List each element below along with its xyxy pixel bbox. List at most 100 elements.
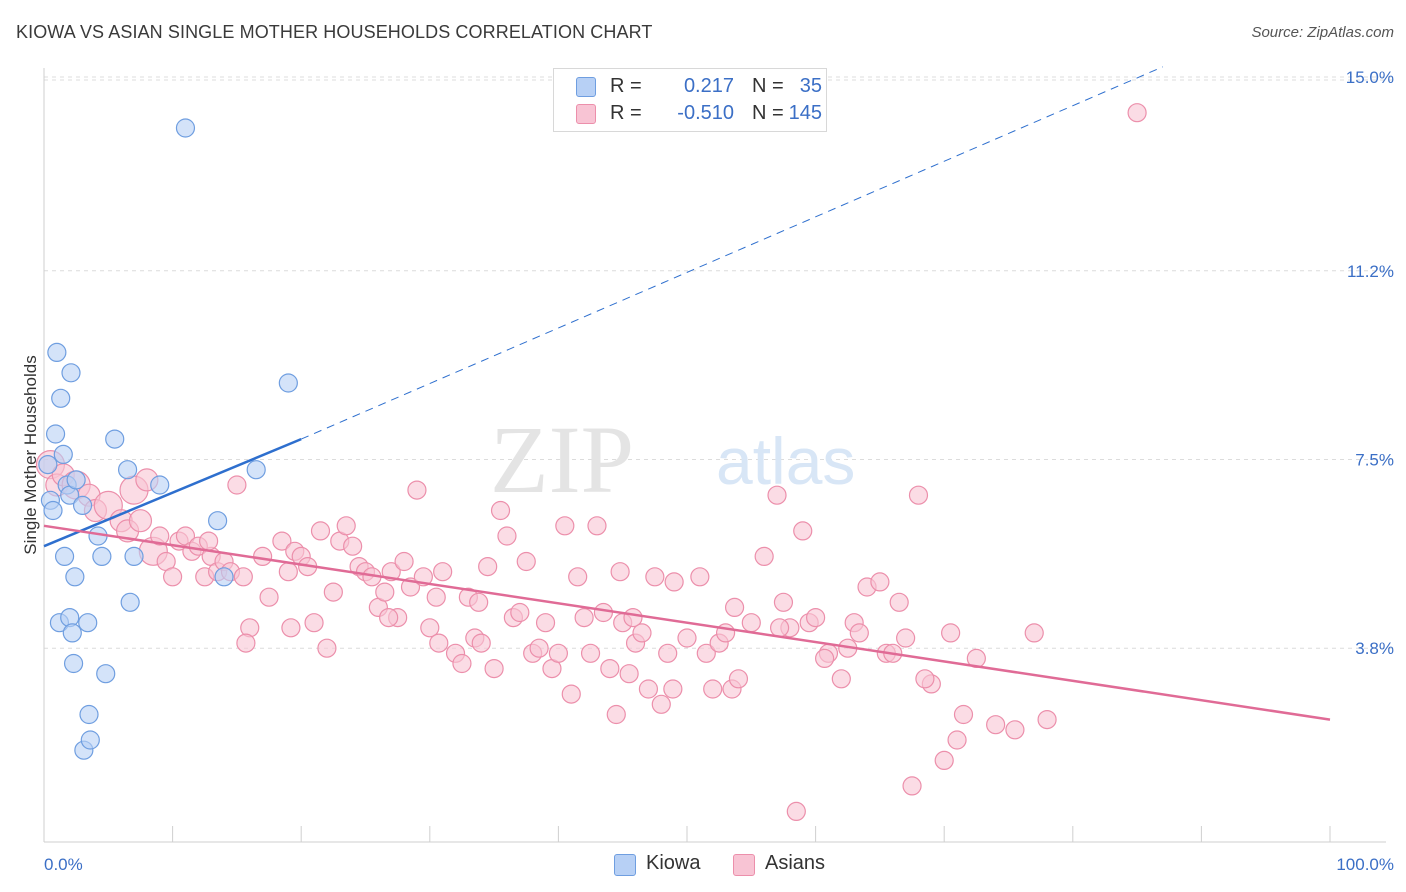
asians-point bbox=[953, 704, 974, 725]
kiowa-trend-line bbox=[43, 437, 302, 548]
asians-point bbox=[407, 480, 427, 500]
asians-point bbox=[915, 669, 935, 689]
watermark-atlas: atlas bbox=[716, 424, 855, 498]
kiowa-point bbox=[54, 546, 75, 567]
kiowa-point bbox=[72, 495, 93, 515]
asians-point bbox=[986, 715, 1006, 735]
asians-point bbox=[497, 526, 517, 546]
asians-point bbox=[724, 597, 745, 618]
asians-point bbox=[664, 572, 684, 592]
asians-point bbox=[510, 602, 530, 623]
asians-point bbox=[1037, 709, 1057, 730]
asians-point bbox=[623, 607, 643, 628]
asians-point bbox=[304, 613, 324, 633]
kiowa-point bbox=[175, 118, 196, 138]
asians-point bbox=[253, 546, 273, 567]
kiowa-point bbox=[51, 388, 71, 408]
asians-point bbox=[429, 633, 449, 653]
asians-point bbox=[728, 669, 749, 689]
y-axis-label: Single Mother Households bbox=[21, 355, 40, 554]
asians-point bbox=[947, 730, 967, 750]
asians-point bbox=[805, 607, 826, 628]
asian-points bbox=[35, 103, 1147, 822]
asians-point bbox=[773, 592, 794, 612]
asians-point bbox=[606, 704, 626, 725]
kiowa-r-label: R = bbox=[610, 75, 642, 97]
asians-swatch bbox=[576, 104, 596, 124]
asians-point bbox=[420, 618, 440, 638]
asians-point bbox=[941, 623, 961, 643]
asians-trend-line bbox=[43, 524, 1331, 721]
asians-point bbox=[754, 546, 774, 567]
asians-point bbox=[849, 623, 869, 643]
asians-point bbox=[741, 613, 761, 633]
asians-point bbox=[703, 679, 723, 699]
asians-point bbox=[336, 516, 356, 536]
y-tick-label: 11.2% bbox=[1347, 262, 1394, 281]
asians-point bbox=[227, 475, 247, 495]
x-tick-label-max: 100.0% bbox=[1336, 855, 1394, 874]
asians-point bbox=[619, 664, 639, 684]
y-tick-labels: 3.8% 7.5% 11.2% 15.0% bbox=[1346, 68, 1394, 658]
asians-point bbox=[1005, 720, 1025, 740]
asians-point bbox=[548, 643, 569, 663]
kiowa-point bbox=[150, 475, 170, 495]
asians-point bbox=[484, 658, 504, 679]
asians-point bbox=[786, 801, 806, 822]
asians-point bbox=[281, 618, 301, 638]
asians-point bbox=[696, 643, 716, 663]
kiowa-r-value: 0.217 bbox=[683, 75, 734, 97]
asians-point bbox=[516, 551, 536, 572]
asians-point bbox=[568, 567, 588, 587]
kiowa-point bbox=[66, 470, 86, 490]
y-tick-label: 15.0% bbox=[1346, 68, 1394, 87]
x-tick-label-min: 0.0% bbox=[44, 855, 83, 874]
asians-point bbox=[163, 567, 183, 587]
asians-point bbox=[128, 509, 153, 533]
kiowa-point bbox=[105, 429, 125, 449]
asians-point bbox=[150, 526, 170, 546]
asians-r-value: -0.510 bbox=[677, 102, 734, 124]
bottom-asians-label: Asians bbox=[765, 852, 826, 874]
asians-point bbox=[651, 694, 671, 714]
asians-point bbox=[677, 628, 697, 648]
kiowa-point bbox=[78, 613, 98, 633]
asians-point bbox=[272, 531, 292, 551]
kiowa-point bbox=[120, 592, 140, 612]
kiowa-point bbox=[61, 363, 81, 383]
asians-point bbox=[831, 669, 851, 689]
asians-point bbox=[896, 628, 916, 648]
kiowa-point bbox=[246, 460, 266, 480]
kiowa-point bbox=[53, 444, 73, 464]
bottom-asians-swatch bbox=[733, 854, 755, 876]
y-tick-label: 7.5% bbox=[1355, 451, 1394, 470]
asians-point bbox=[638, 679, 659, 699]
kiowa-point bbox=[80, 730, 100, 750]
asians-point bbox=[580, 643, 601, 663]
asians-point bbox=[934, 750, 954, 771]
gridlines bbox=[44, 76, 1392, 649]
asians-point bbox=[535, 613, 556, 633]
asians-n-value: 145 bbox=[788, 102, 822, 124]
asians-point bbox=[343, 536, 363, 556]
kiowa-point bbox=[96, 664, 116, 684]
watermark-zip: ZIP bbox=[490, 406, 634, 513]
kiowa-point bbox=[47, 342, 67, 362]
kiowa-point bbox=[278, 373, 298, 393]
kiowa-n-label: N = bbox=[752, 75, 784, 97]
trend-lines bbox=[43, 66, 1331, 721]
kiowa-point bbox=[38, 455, 58, 475]
asians-point bbox=[690, 567, 710, 587]
asians-r-label: R = bbox=[610, 102, 642, 124]
asians-point bbox=[394, 551, 414, 572]
asians-point bbox=[310, 521, 331, 541]
bottom-kiowa-label: Kiowa bbox=[646, 852, 701, 874]
bottom-kiowa-swatch bbox=[614, 854, 636, 876]
asians-point bbox=[574, 607, 594, 628]
asians-point bbox=[529, 638, 549, 658]
asians-point bbox=[870, 572, 890, 592]
asians-point bbox=[593, 602, 614, 623]
x-ticks bbox=[172, 826, 1331, 842]
asians-point bbox=[426, 587, 446, 607]
